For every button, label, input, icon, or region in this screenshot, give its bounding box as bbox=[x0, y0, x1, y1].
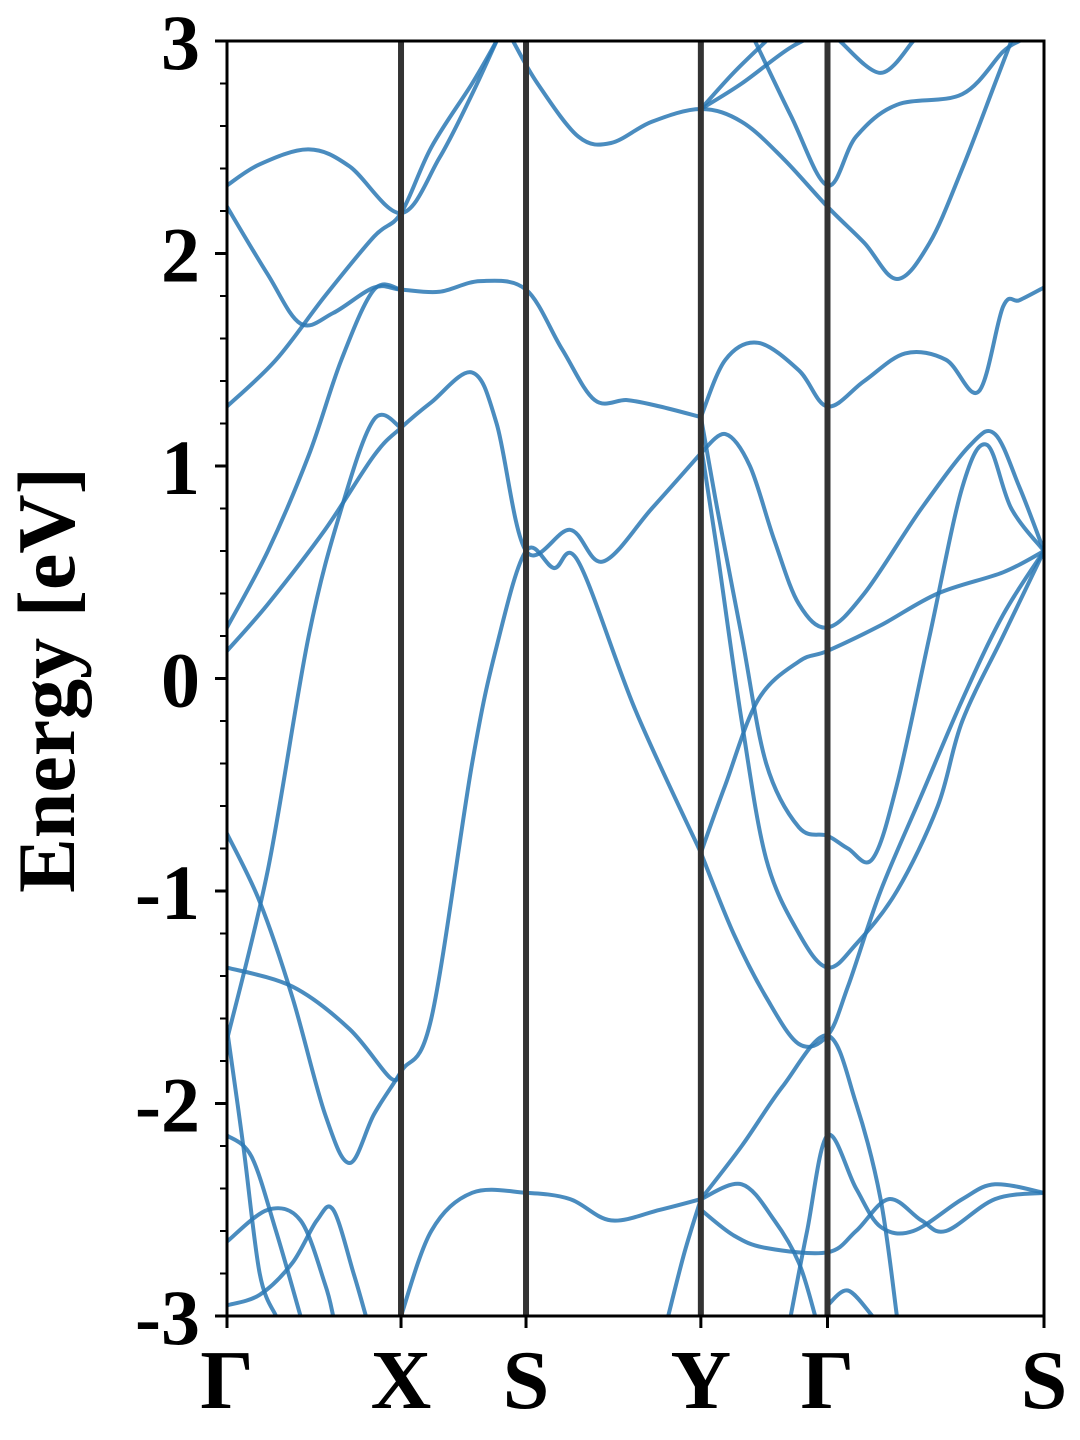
bands-layer bbox=[227, 41, 1044, 1316]
divider-layer bbox=[398, 41, 831, 1316]
band-line-2 bbox=[227, 204, 703, 420]
band-line-13 bbox=[227, 1204, 368, 1316]
x-tick-label: Γ bbox=[801, 1334, 854, 1427]
band-line-8 bbox=[227, 965, 403, 1083]
y-tick-label: -2 bbox=[135, 1062, 200, 1149]
band-line-19 bbox=[698, 285, 1044, 420]
band-line-6 bbox=[227, 412, 403, 1042]
plot-frame bbox=[225, 39, 1046, 1318]
y-tick-label: -1 bbox=[135, 849, 200, 936]
band-line-20 bbox=[698, 429, 1044, 630]
band-line-1 bbox=[227, 41, 499, 216]
y-axis-label: Energy [eV] bbox=[1, 467, 92, 893]
x-tick-label: S bbox=[1021, 1334, 1068, 1427]
y-tick-label: 2 bbox=[161, 212, 200, 299]
band-line-29 bbox=[825, 1288, 875, 1316]
band-line-7 bbox=[227, 545, 703, 1165]
x-tick-label: Γ bbox=[200, 1334, 253, 1427]
y-ticks-layer: -3 -2 -1 0 1 2 3 bbox=[135, 0, 227, 1361]
band-line-23 bbox=[698, 549, 1044, 1049]
x-tick-label: Y bbox=[671, 1334, 732, 1427]
x-tick-label: S bbox=[503, 1334, 550, 1427]
band-line-12 bbox=[227, 1206, 336, 1316]
y-tick-label: 1 bbox=[161, 424, 200, 511]
band-line-10 bbox=[227, 1133, 303, 1316]
band-line-30 bbox=[666, 1197, 703, 1316]
band-line-9 bbox=[399, 1187, 703, 1316]
y-tick-label: -3 bbox=[135, 1274, 200, 1361]
band-line-3 bbox=[227, 41, 499, 409]
band-line-17 bbox=[752, 41, 1022, 188]
band-line-27 bbox=[698, 1181, 818, 1316]
band-line-5 bbox=[227, 282, 403, 630]
band-line-28 bbox=[788, 1132, 1044, 1316]
band-line-14 bbox=[511, 41, 1014, 281]
x-tick-label: X bbox=[371, 1334, 432, 1427]
y-tick-label: 3 bbox=[161, 0, 200, 86]
band-line-26 bbox=[698, 1190, 1044, 1256]
band-line-11 bbox=[227, 1027, 278, 1316]
band-line-4 bbox=[227, 370, 703, 653]
band-line-18 bbox=[837, 41, 916, 75]
band-line-21 bbox=[698, 415, 1044, 865]
y-tick-label: 0 bbox=[161, 637, 200, 724]
band-line-22 bbox=[698, 442, 1044, 970]
